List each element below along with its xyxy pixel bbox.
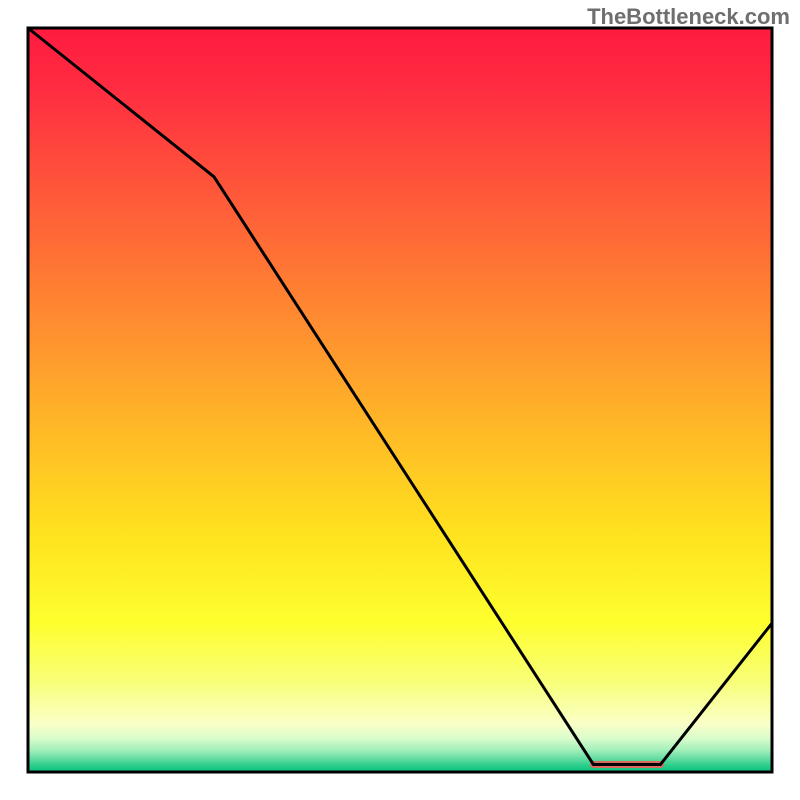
plot-area [28,28,772,772]
chart-container: TheBottleneck.com [0,0,800,800]
chart-svg [0,0,800,800]
